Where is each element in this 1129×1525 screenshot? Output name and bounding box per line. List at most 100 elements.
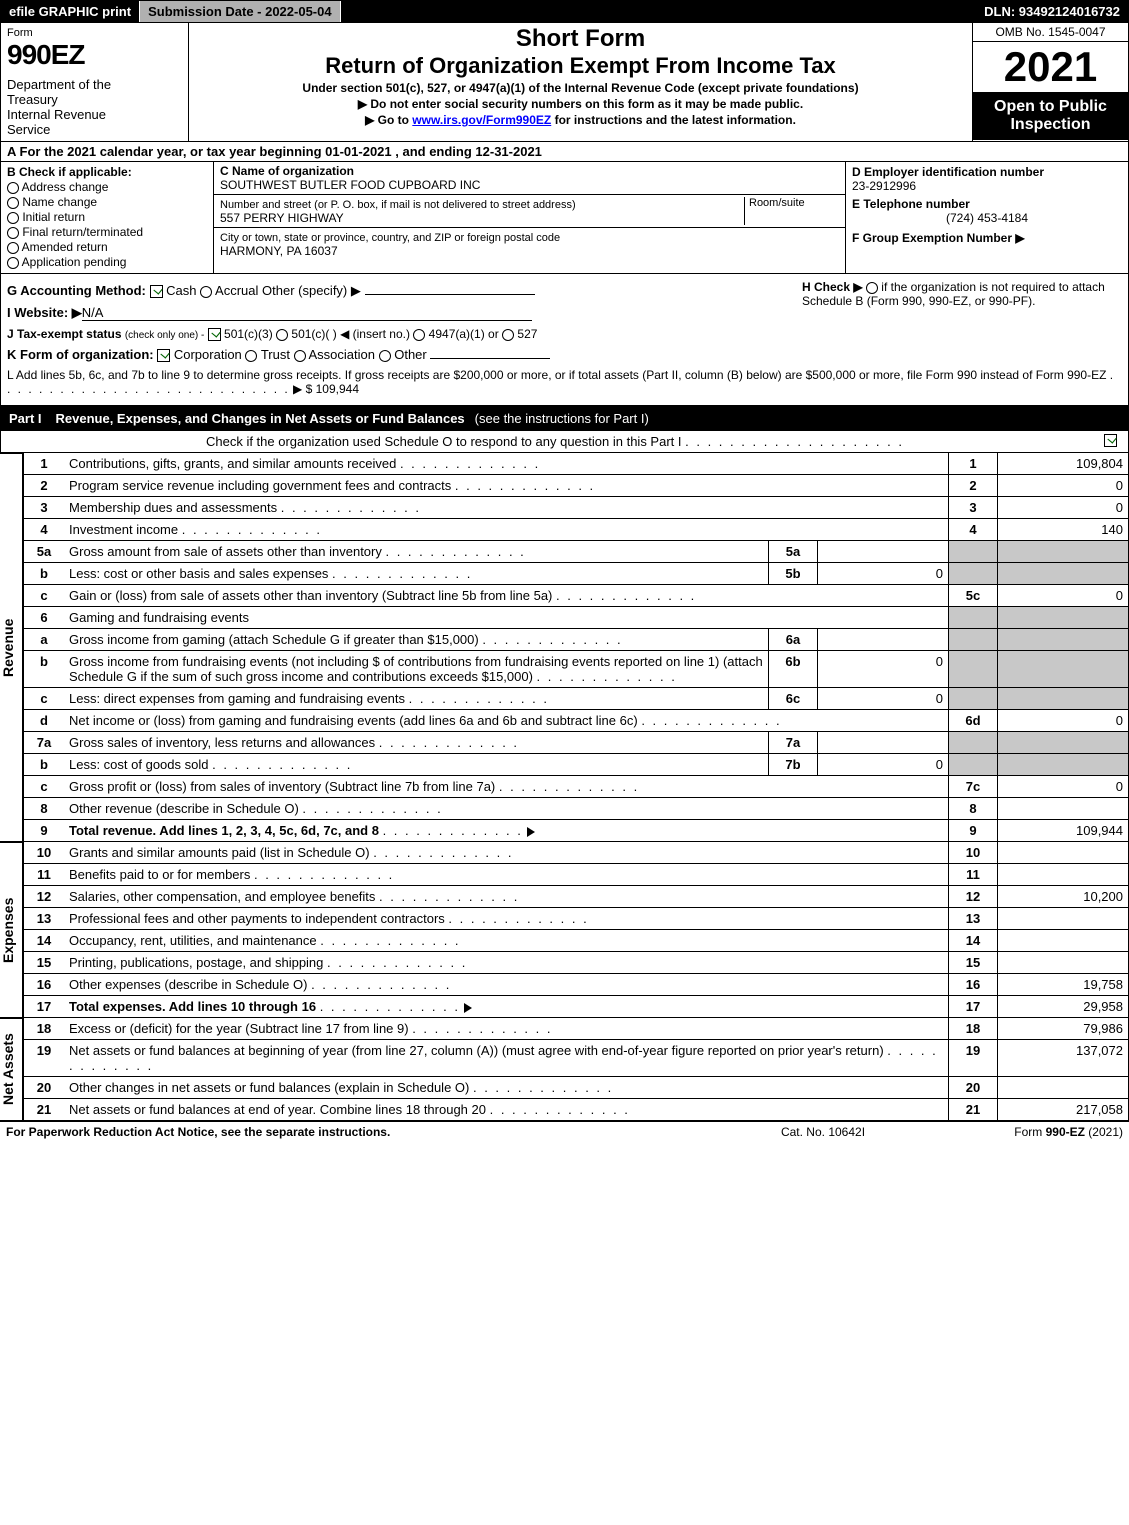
line-value [998, 629, 1129, 651]
addr-label: Number and street (or P. O. box, if mail… [220, 199, 576, 211]
omb-number: OMB No. 1545-0047 [973, 23, 1128, 42]
tax-year: 2021 [973, 42, 1128, 92]
open-public: Open to Public Inspection [973, 92, 1128, 140]
line-value [998, 651, 1129, 688]
org-name: SOUTHWEST BUTLER FOOD CUPBOARD INC [220, 178, 480, 192]
line-ref [949, 651, 998, 688]
line-ref: 1 [949, 453, 998, 475]
phone-label: E Telephone number [852, 197, 1122, 211]
b-option[interactable]: Amended return [7, 240, 207, 254]
netassets-side-label: Net Assets [0, 1018, 23, 1121]
line-ref [949, 563, 998, 585]
4947-radio[interactable] [413, 329, 425, 341]
line-value: 217,058 [998, 1099, 1129, 1121]
line-number: 13 [24, 908, 65, 930]
form-rev: Form 990-EZ (2021) [923, 1125, 1123, 1139]
subline-value: 0 [818, 651, 949, 688]
other-org-radio[interactable] [379, 350, 391, 362]
cash-checkbox[interactable] [150, 285, 163, 298]
subline-value: 0 [818, 754, 949, 776]
line-ref [949, 607, 998, 629]
accrual-radio[interactable] [200, 286, 212, 298]
line-ref: 18 [949, 1018, 998, 1040]
line-desc: Excess or (deficit) for the year (Subtra… [64, 1018, 949, 1040]
line-value [998, 541, 1129, 563]
street-address: 557 PERRY HIGHWAY [220, 211, 344, 225]
line-desc: Gross income from fundraising events (no… [64, 651, 769, 688]
line-ref: 8 [949, 798, 998, 820]
line-value: 29,958 [998, 996, 1129, 1018]
line-number: b [24, 754, 65, 776]
trust-radio[interactable] [245, 350, 257, 362]
form-number: 990EZ [7, 39, 182, 71]
line-value: 109,804 [998, 453, 1129, 475]
line-number: 18 [24, 1018, 65, 1040]
line-desc: Less: cost or other basis and sales expe… [64, 563, 769, 585]
subline-value: 0 [818, 688, 949, 710]
line-desc: Gross profit or (loss) from sales of inv… [64, 776, 949, 798]
subline-value [818, 732, 949, 754]
line-desc: Other changes in net assets or fund bala… [64, 1077, 949, 1099]
city-state-zip: HARMONY, PA 16037 [220, 244, 338, 258]
line-ref: 12 [949, 886, 998, 908]
other-specify-input[interactable] [365, 294, 535, 295]
schedule-b-radio[interactable] [866, 282, 878, 294]
section-h: H Check ▶ if the organization is not req… [802, 280, 1122, 344]
b-option[interactable]: Final return/terminated [7, 225, 207, 239]
form-word: Form [7, 27, 182, 39]
b-option[interactable]: Initial return [7, 210, 207, 224]
line-number: c [24, 776, 65, 798]
line-desc: Occupancy, rent, utilities, and maintena… [64, 930, 949, 952]
line-number: 7a [24, 732, 65, 754]
checkline-row: Check if the organization used Schedule … [0, 431, 1129, 453]
subline-value [818, 629, 949, 651]
phone-value: (724) 453-4184 [852, 211, 1122, 225]
line-number: 17 [24, 996, 65, 1018]
line-value: 10,200 [998, 886, 1129, 908]
gross-receipts: ▶ $ 109,944 [293, 382, 359, 396]
line-number: 20 [24, 1077, 65, 1099]
line-desc: Less: direct expenses from gaming and fu… [64, 688, 769, 710]
line-desc: Grants and similar amounts paid (list in… [64, 842, 949, 864]
501c-radio[interactable] [276, 329, 288, 341]
subline-number: 7a [769, 732, 818, 754]
c-label: C Name of organization [220, 164, 354, 178]
line-desc: Program service revenue including govern… [64, 475, 949, 497]
b-option[interactable]: Address change [7, 180, 207, 194]
line-desc: Gain or (loss) from sale of assets other… [64, 585, 949, 607]
line-number: 15 [24, 952, 65, 974]
501c3-checkbox[interactable] [208, 328, 221, 341]
line-ref: 17 [949, 996, 998, 1018]
527-radio[interactable] [502, 329, 514, 341]
association-radio[interactable] [294, 350, 306, 362]
schedule-o-checkbox[interactable] [1104, 434, 1117, 447]
line-desc: Membership dues and assessments . . . . … [64, 497, 949, 519]
line-ref [949, 688, 998, 710]
line-value: 109,944 [998, 820, 1129, 842]
revenue-section: Revenue 1Contributions, gifts, grants, a… [0, 453, 1129, 842]
line-desc: Net assets or fund balances at end of ye… [64, 1099, 949, 1121]
line-number: 6 [24, 607, 65, 629]
line-ref: 9 [949, 820, 998, 842]
submission-date: Submission Date - 2022-05-04 [140, 1, 341, 22]
b-option[interactable]: Name change [7, 195, 207, 209]
line-number: 12 [24, 886, 65, 908]
line-ref: 14 [949, 930, 998, 952]
corporation-checkbox[interactable] [157, 349, 170, 362]
line-number: 10 [24, 842, 65, 864]
other-org-input[interactable] [430, 358, 550, 359]
ssn-note: ▶ Do not enter social security numbers o… [197, 97, 964, 111]
subline-number: 6a [769, 629, 818, 651]
line-ref [949, 754, 998, 776]
line-desc: Contributions, gifts, grants, and simila… [64, 453, 949, 475]
b-option[interactable]: Application pending [7, 255, 207, 269]
line-value [998, 1077, 1129, 1099]
top-bar: efile GRAPHIC print Submission Date - 20… [0, 0, 1129, 23]
line-ref: 5c [949, 585, 998, 607]
line-ref: 15 [949, 952, 998, 974]
expenses-section: Expenses 10Grants and similar amounts pa… [0, 842, 1129, 1018]
line-desc: Printing, publications, postage, and shi… [64, 952, 949, 974]
subline-value [818, 541, 949, 563]
line-value: 0 [998, 497, 1129, 519]
irs-link[interactable]: www.irs.gov/Form990EZ [412, 113, 551, 127]
